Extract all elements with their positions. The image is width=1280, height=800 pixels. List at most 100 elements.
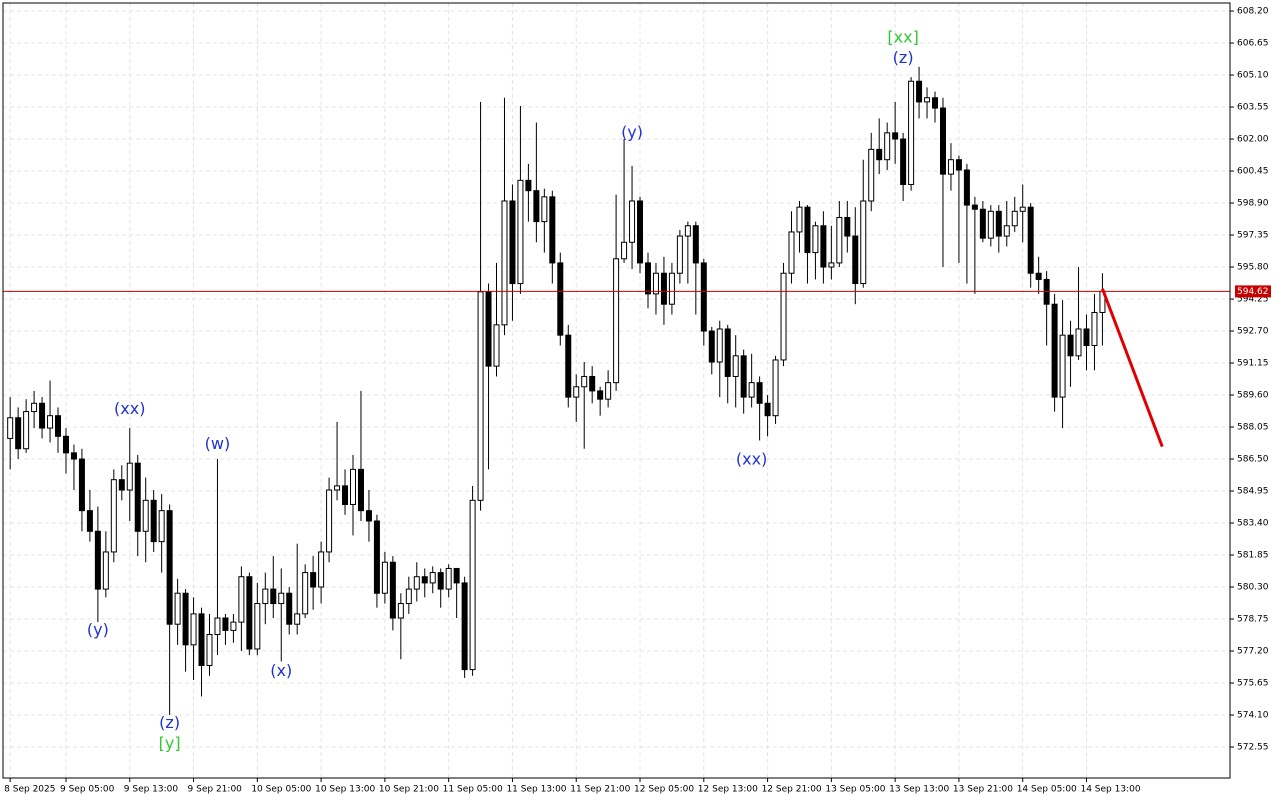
x-tick-label: 13 Sep 05:00 xyxy=(825,785,885,795)
x-tick-label: 12 Sep 21:00 xyxy=(762,785,822,795)
current-price-box xyxy=(1235,285,1271,298)
wave-label: [y] xyxy=(159,733,181,752)
candle-body xyxy=(1003,225,1010,237)
x-tick-label: 11 Sep 13:00 xyxy=(506,785,566,795)
candle-body xyxy=(629,200,636,243)
candle-body xyxy=(78,458,85,512)
candle-body xyxy=(445,567,452,590)
y-tick-label: 597.35 xyxy=(1237,231,1269,241)
candle-body xyxy=(748,382,755,398)
candle-body xyxy=(963,169,970,206)
candle-body xyxy=(756,382,763,404)
candle-body xyxy=(1035,272,1042,280)
wave-label: (z) xyxy=(159,713,180,732)
candle-body xyxy=(924,97,931,103)
candle-body xyxy=(421,576,428,584)
candle-body xyxy=(740,355,747,398)
candle-body xyxy=(652,272,659,295)
candle-body xyxy=(7,417,14,439)
y-tick-label: 595.80 xyxy=(1237,263,1269,273)
candle-body xyxy=(350,468,357,505)
candle-body xyxy=(660,272,667,305)
candle-body xyxy=(262,588,269,605)
y-tick-label: 608.20 xyxy=(1237,7,1269,17)
x-tick-label: 10 Sep 21:00 xyxy=(379,785,439,795)
candle-body xyxy=(182,592,189,646)
candle-body xyxy=(334,485,341,491)
candle-body xyxy=(15,417,22,450)
candle-body xyxy=(692,225,699,264)
candle-body xyxy=(110,479,117,553)
x-tick-label: 11 Sep 21:00 xyxy=(570,785,630,795)
candle-body xyxy=(525,179,532,192)
candle-body xyxy=(517,179,524,285)
candle-body xyxy=(557,262,564,336)
candle-body xyxy=(700,262,707,332)
candle-body xyxy=(389,561,396,619)
x-tick-label: 10 Sep 05:00 xyxy=(251,785,311,795)
x-tick-label: 9 Sep 13:00 xyxy=(124,785,179,795)
x-tick-label: 13 Sep 13:00 xyxy=(889,785,949,795)
candle-body xyxy=(676,235,683,274)
y-tick-label: 600.45 xyxy=(1237,167,1269,177)
candle-body xyxy=(613,258,620,384)
x-tick-label: 9 Sep 21:00 xyxy=(188,785,243,795)
candle-body xyxy=(270,588,277,605)
plot: (y)(xx)(z)[y](w)(x)(y)(xx)(z)[xx] xyxy=(3,27,1230,752)
candle-body xyxy=(708,330,715,363)
candle-body xyxy=(278,592,285,605)
y-tick-label: 575.65 xyxy=(1237,679,1269,689)
candle-body xyxy=(318,551,325,588)
candle-body xyxy=(134,462,141,532)
candle-body xyxy=(357,468,364,512)
forecast-line xyxy=(1101,288,1164,448)
candle-body xyxy=(796,206,803,233)
y-tick-label: 592.70 xyxy=(1237,327,1269,337)
candle-body xyxy=(230,621,237,631)
candle-body xyxy=(971,204,978,210)
x-tick-label: 12 Sep 13:00 xyxy=(698,785,758,795)
x-tick-label: 8 Sep 2025 xyxy=(4,785,55,795)
candle-body xyxy=(884,132,891,161)
candle-body xyxy=(39,402,46,429)
candle-body xyxy=(23,411,30,450)
y-tick-label: 581.85 xyxy=(1237,551,1269,561)
candle-body xyxy=(310,572,317,588)
candle-body xyxy=(908,80,915,185)
candle-body xyxy=(979,208,986,239)
candle-body xyxy=(581,375,588,388)
y-tick-label: 591.15 xyxy=(1237,359,1269,369)
x-tick-label: 12 Sep 05:00 xyxy=(634,785,694,795)
candle-body xyxy=(820,225,827,268)
y-tick-label: 589.60 xyxy=(1237,391,1269,401)
y-tick-label: 574.10 xyxy=(1237,711,1269,721)
y-tick-label: 580.30 xyxy=(1237,583,1269,593)
wave-label: (z) xyxy=(893,48,914,67)
candle-body xyxy=(294,613,301,625)
wave-label: (x) xyxy=(270,661,292,680)
candle-body xyxy=(772,359,779,417)
y-tick-label: 586.50 xyxy=(1237,455,1269,465)
wave-label: (y) xyxy=(621,122,643,141)
y-tick-label: 606.65 xyxy=(1237,39,1269,49)
candle-body xyxy=(892,132,899,140)
candle-body xyxy=(900,138,907,185)
candle-body xyxy=(477,291,484,501)
candle-body xyxy=(644,262,651,295)
candle-body xyxy=(302,572,309,615)
x-tick-label: 11 Sep 05:00 xyxy=(443,785,503,795)
candle-body xyxy=(637,200,644,264)
candle-body xyxy=(828,262,835,268)
candle-body xyxy=(397,603,404,619)
candle-body xyxy=(206,634,213,666)
candle-body xyxy=(732,355,739,377)
x-tick-label: 14 Sep 13:00 xyxy=(1080,785,1140,795)
candle-body xyxy=(836,216,843,264)
wave-label: (xx) xyxy=(736,450,767,469)
candle-body xyxy=(158,510,165,543)
candle-body xyxy=(589,375,596,392)
candle-body xyxy=(764,402,771,417)
candle-body xyxy=(118,479,125,491)
wave-label: [xx] xyxy=(887,27,918,46)
